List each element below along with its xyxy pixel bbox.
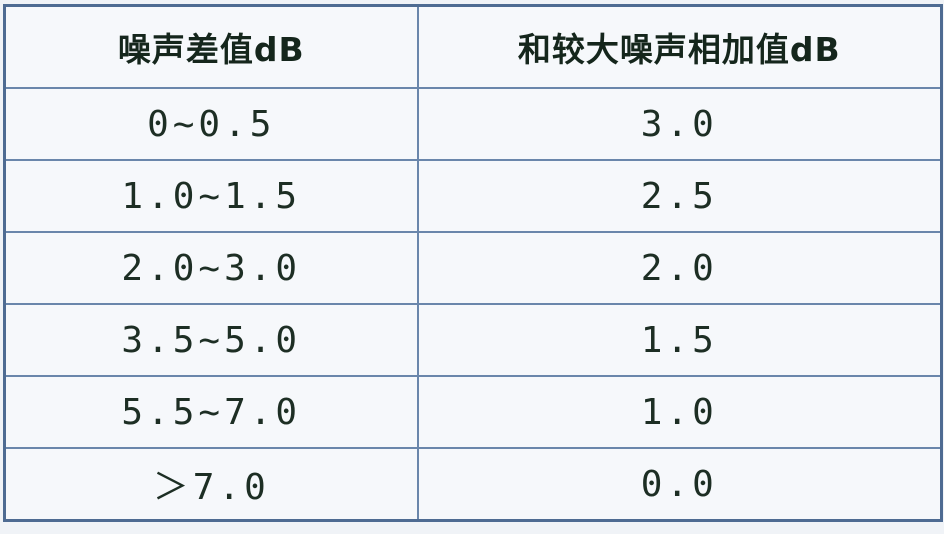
header-added-value: 和较大噪声相加值dB	[416, 4, 943, 89]
added-value-cell: 2.5	[416, 159, 943, 233]
added-value-cell: 3.0	[416, 87, 943, 161]
table-row: 5.5~7.0 1.0	[3, 375, 943, 449]
table-row: ＞7.0 0.0	[3, 447, 943, 522]
added-value-cell: 1.5	[416, 303, 943, 377]
added-value-cell: 0.0	[416, 447, 943, 522]
noise-difference-cell: 0~0.5	[3, 87, 419, 161]
header-noise-difference: 噪声差值dB	[3, 4, 419, 89]
noise-difference-cell: 5.5~7.0	[3, 375, 419, 449]
table-header-row: 噪声差值dB 和较大噪声相加值dB	[3, 4, 943, 89]
noise-difference-cell: 3.5~5.0	[3, 303, 419, 377]
noise-difference-cell: 2.0~3.0	[3, 231, 419, 305]
table-row: 3.5~5.0 1.5	[3, 303, 943, 377]
noise-addition-table: 噪声差值dB 和较大噪声相加值dB 0~0.5 3.0 1.0~1.5 2.5 …	[3, 4, 943, 522]
table-row: 0~0.5 3.0	[3, 87, 943, 161]
table-row: 1.0~1.5 2.5	[3, 159, 943, 233]
added-value-cell: 1.0	[416, 375, 943, 449]
added-value-cell: 2.0	[416, 231, 943, 305]
table-row: 2.0~3.0 2.0	[3, 231, 943, 305]
noise-difference-cell: ＞7.0	[3, 447, 419, 522]
noise-difference-cell: 1.0~1.5	[3, 159, 419, 233]
